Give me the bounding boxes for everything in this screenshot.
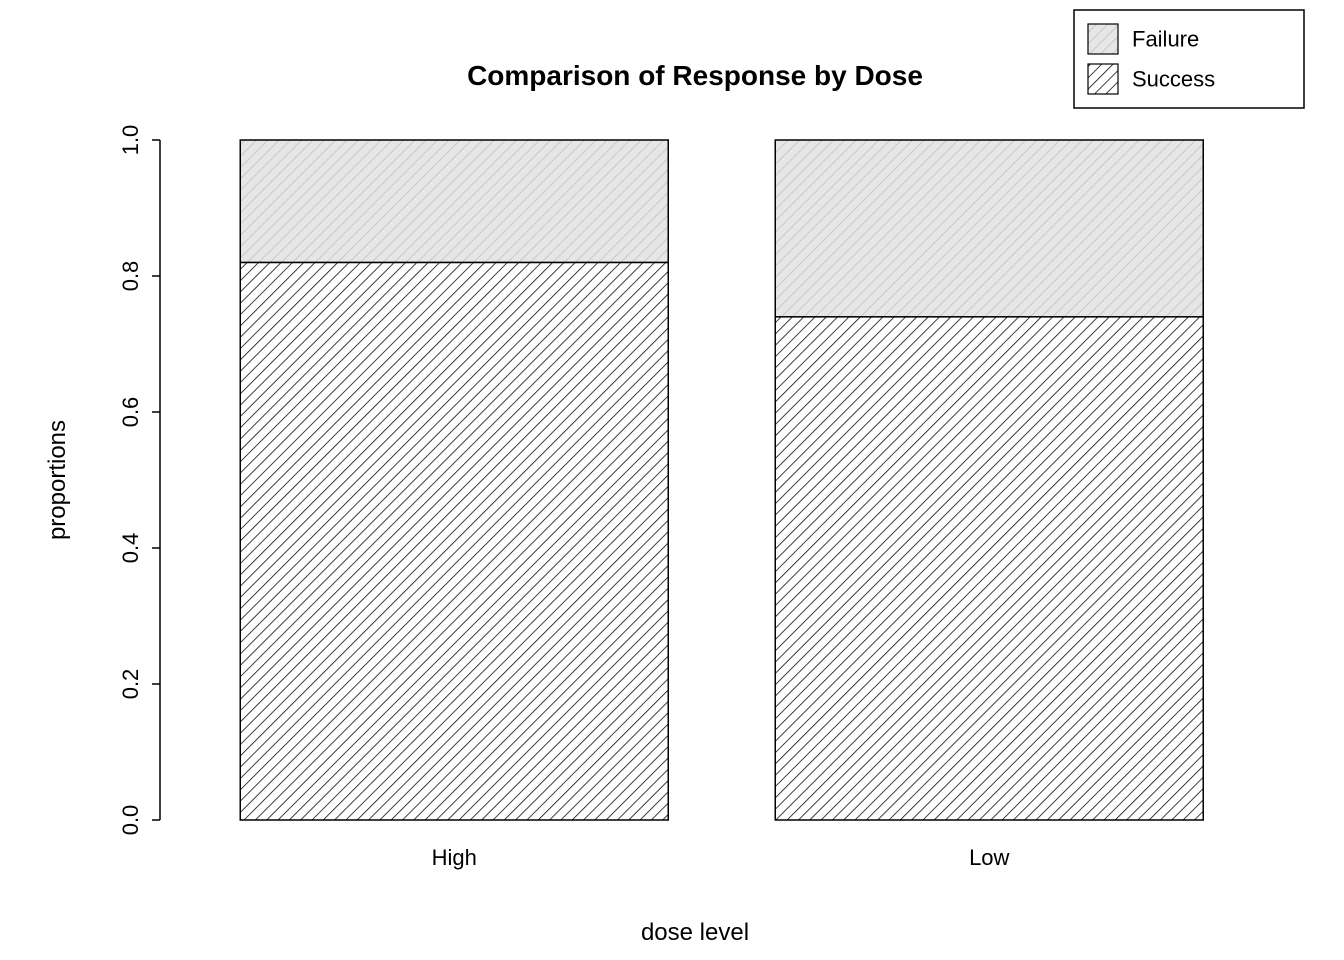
y-tick-label: 0.2 — [118, 669, 143, 700]
y-axis-label: proportions — [44, 420, 71, 540]
chart-container: 0.0 0.2 0.4 0.6 0.8 1.0 High Low Comparison of … — [0, 0, 1344, 960]
x-axis-label: dose level — [641, 919, 749, 946]
x-tick-label: High — [432, 845, 477, 870]
y-tick-label: 0.4 — [118, 533, 143, 564]
legend-label-success: Success — [1132, 67, 1215, 92]
bar-segment-high-failure — [240, 140, 668, 262]
y-tick-label: 0.6 — [118, 397, 143, 428]
legend-swatch-failure-icon — [1088, 24, 1118, 54]
legend: Failure Success — [1074, 10, 1304, 108]
bar-segment-low-failure — [775, 140, 1203, 317]
chart-svg: 0.0 0.2 0.4 0.6 0.8 1.0 High Low Comparison of … — [0, 0, 1344, 960]
legend-swatch-success-icon — [1088, 64, 1118, 94]
y-tick-label: 0.0 — [118, 805, 143, 836]
legend-label-failure: Failure — [1132, 27, 1199, 52]
y-tick-label: 0.8 — [118, 261, 143, 292]
y-tick-label: 1.0 — [118, 125, 143, 156]
x-tick-label: Low — [969, 845, 1009, 870]
chart-title: Comparison of Response by Dose — [467, 60, 923, 91]
bar-segment-low-success — [775, 317, 1203, 820]
bar-segment-high-success — [240, 262, 668, 820]
